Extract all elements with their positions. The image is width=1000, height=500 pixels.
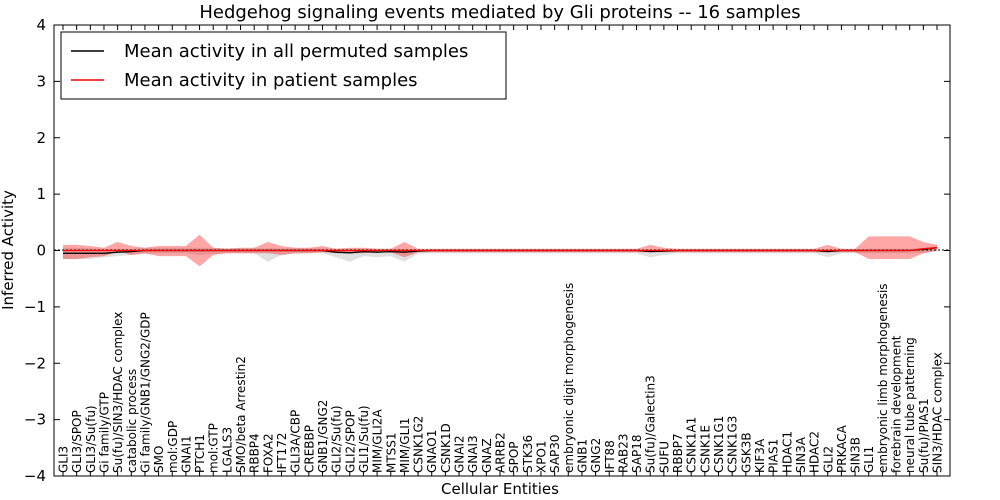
x-tick-label: mol:GTP	[207, 423, 221, 473]
legend-box	[60, 31, 507, 100]
y-tick-label: 0	[36, 242, 46, 260]
x-tick-label: FOXA2	[261, 433, 275, 473]
x-tick-label: GLI3/Su(fu)	[84, 405, 98, 473]
x-tick-label: forebrain development	[890, 335, 904, 473]
x-tick-label: SIN3B	[849, 437, 863, 473]
x-tick-label: GLI3/SPOP	[70, 410, 84, 473]
chart-title: Hedgehog signaling events mediated by Gl…	[199, 2, 800, 23]
x-tick-label: SIN3A	[794, 436, 808, 473]
x-tick-label: GLI3A/CBP	[289, 410, 303, 473]
x-tick-label: RBBP7	[671, 433, 685, 473]
x-tick-label: SAP30	[548, 434, 562, 473]
x-tick-label: HDAC1	[780, 431, 794, 473]
plot-frame	[53, 24, 951, 477]
x-tick-label: HDAC2	[808, 431, 822, 473]
x-tick-label: CSNK1G2	[412, 416, 426, 473]
x-tick-label: GNAO1	[425, 430, 439, 473]
x-axis: GLI3 GLI3/SPOP GLI3/Su(fu) Gi family/GTP Su(…	[57, 25, 945, 476]
x-tick-label: GLI1/Su(fu)	[357, 405, 371, 473]
x-tick-label: GNG2	[589, 438, 603, 473]
x-tick-label: Gi family/GTP	[98, 392, 112, 473]
x-axis-label: Cellular Entities	[441, 480, 559, 498]
x-tick-label: MIM/GLI2A	[371, 409, 385, 473]
x-tick-label: Su(fu)/PIAS1	[917, 398, 931, 473]
x-tick-label: GLI2/Su(fu)	[330, 405, 344, 473]
x-tick-label: SMO/beta Arrestin2	[234, 356, 248, 473]
y-tick-label: −2	[24, 354, 46, 372]
x-tick-label: RAB23	[616, 433, 630, 473]
x-tick-label: CSNK1D	[439, 423, 453, 473]
x-tick-label: MTSS1	[384, 432, 398, 473]
y-tick-label: −3	[24, 411, 46, 429]
series-lines	[63, 247, 938, 254]
x-tick-label: GLI1	[862, 446, 876, 473]
x-tick-label: GLI2/SPOP	[343, 410, 357, 473]
x-tick-label: GNAI2	[453, 435, 467, 473]
x-tick-label: RBBP4	[248, 433, 262, 473]
x-tick-label: LGALS3	[220, 427, 234, 473]
x-tick-label: SIN3/HDAC complex	[931, 352, 945, 473]
x-tick-label: Su(fu)/Galectin3	[644, 375, 658, 473]
x-tick-label: catabolic process	[125, 369, 139, 473]
x-tick-label: CREBBP	[302, 425, 316, 473]
y-tick-label: −4	[24, 467, 46, 485]
x-tick-label: GNB1	[575, 439, 589, 473]
x-tick-label: ARRB2	[494, 432, 508, 473]
x-tick-label: Gi family/GNB1/GNG2/GDP	[138, 312, 152, 473]
x-tick-label: PRKACA	[835, 424, 849, 473]
y-axis-label: Inferred Activity	[0, 190, 17, 310]
x-tick-label: GSK3B	[739, 432, 753, 473]
x-tick-label: neural tube patterning	[903, 337, 917, 473]
y-tick-label: 4	[36, 16, 46, 34]
y-tick-label: 1	[36, 185, 46, 203]
x-tick-label: embryonic limb morphogenesis	[876, 283, 890, 473]
y-axis: −4 −3 −2 −1 0 1 2 3 4	[24, 16, 950, 485]
x-tick-label: GNAZ	[480, 438, 494, 473]
x-tick-label: Su(fu)/SIN3/HDAC complex	[111, 312, 125, 473]
line-patient	[63, 247, 938, 252]
x-tick-label: GNB1/GNG2	[316, 400, 330, 473]
x-tick-label: GLI2	[821, 446, 835, 473]
x-tick-label: SPOP	[507, 441, 521, 473]
x-tick-label: GNAI1	[179, 435, 193, 473]
x-tick-label: MIM/GLI1	[398, 418, 412, 473]
y-tick-label: 2	[36, 129, 46, 147]
x-tick-label: embryonic digit morphogenesis	[562, 283, 576, 473]
x-tick-label: CSNK1G3	[726, 416, 740, 473]
x-tick-label: CSNK1A1	[685, 417, 699, 473]
x-tick-label: CSNK1E	[698, 425, 712, 473]
legend-label-patient: Mean activity in patient samples	[124, 70, 418, 91]
x-tick-label: KIF3A	[753, 438, 767, 473]
x-tick-label: CSNK1G1	[712, 416, 726, 473]
x-tick-label: XPO1	[535, 440, 549, 473]
x-tick-label: SUFU	[657, 441, 671, 473]
x-tick-label: mol:GDP	[166, 421, 180, 473]
x-tick-label: GLI3	[57, 446, 71, 473]
x-tick-label: PIAS1	[767, 439, 781, 473]
x-tick-label: IFT88	[603, 440, 617, 473]
y-tick-label: −1	[24, 298, 46, 316]
legend: Mean activity in all permuted samples Me…	[60, 31, 507, 100]
x-tick-label: SMO	[152, 446, 166, 473]
x-tick-label: GNAI3	[466, 435, 480, 473]
x-tick-label: IFT172	[275, 433, 289, 473]
y-tick-label: 3	[36, 72, 46, 90]
x-tick-label: STK36	[521, 435, 535, 473]
x-tick-label: SAP18	[630, 434, 644, 473]
legend-label-permuted: Mean activity in all permuted samples	[124, 41, 468, 62]
x-tick-label: PTCH1	[193, 434, 207, 473]
